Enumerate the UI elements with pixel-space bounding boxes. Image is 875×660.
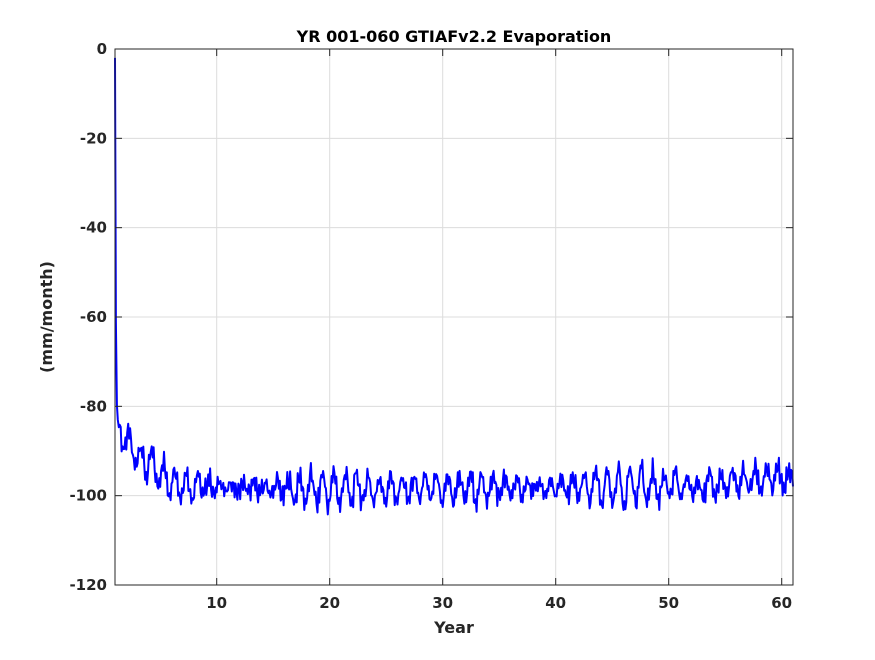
data-series [114, 57, 794, 516]
y-tick-label: 0 [97, 40, 107, 58]
x-tick-label: 60 [771, 594, 792, 612]
evaporation-line [114, 57, 794, 516]
x-tick-label: 30 [432, 594, 453, 612]
y-axis-label: (mm/month) [37, 261, 56, 373]
x-tick-label: 50 [658, 594, 679, 612]
y-tick-label: -120 [69, 576, 107, 594]
chart-title: YR 001-060 GTIAFv2.2 Evaporation [296, 27, 612, 46]
x-tick-label: 10 [206, 594, 227, 612]
y-tick-label: -20 [80, 129, 107, 147]
y-tick-label: -60 [80, 308, 107, 326]
axis-ticks: 10 20 30 40 50 60 0 -20 -40 -60 -80 -100 -120 [69, 40, 793, 612]
y-tick-label: -100 [69, 487, 107, 505]
x-tick-label: 40 [545, 594, 566, 612]
x-tick-label: 20 [319, 594, 340, 612]
y-tick-label: -40 [80, 219, 107, 237]
y-tick-label: -80 [80, 397, 107, 415]
x-axis-label: Year [433, 618, 474, 637]
